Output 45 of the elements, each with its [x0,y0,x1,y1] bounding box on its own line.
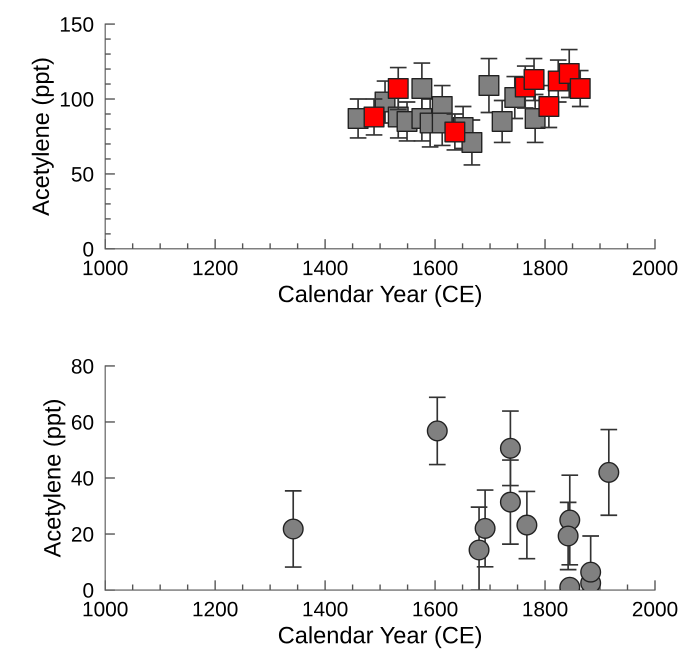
x-tick-label: 2000 [632,602,678,616]
x-tick-label: 1000 [84,602,128,616]
point [516,514,538,536]
point [492,110,513,132]
x-tick-label: 1400 [304,260,348,276]
point [468,539,490,561]
point [282,518,304,540]
point [580,562,602,583]
point [474,518,496,539]
x-axis-title: Calendar Year (CE) [278,626,482,648]
y-tick-label: 0 [83,242,94,257]
point [500,438,521,459]
point [444,121,466,142]
point [500,492,521,513]
point [524,69,545,90]
point [411,78,432,100]
x-tick-label: 1800 [523,260,568,276]
y-tick-label: 20 [72,527,94,542]
x-tick-label: 1800 [523,602,568,616]
x-tick-label: 1000 [84,260,128,276]
x-axis-title: Calendar Year (CE) [278,284,482,307]
y-tick-label: 150 [60,17,94,32]
y-tick-label: 60 [72,414,94,430]
point [538,96,560,118]
x-tick-label: 2000 [632,260,678,276]
x-tick-label: 1200 [194,602,238,616]
y-tick-label: 100 [60,92,94,107]
y-tick-label: 50 [72,166,94,182]
x-tick-label: 1600 [413,602,458,616]
x-tick-label: 1400 [304,602,348,616]
x-tick-label: 1200 [194,260,238,276]
point [558,525,579,547]
point [598,462,620,483]
point [388,78,409,100]
y-axis-title: Acetylene (ppt) [32,58,54,216]
x-tick-label: 1600 [413,260,458,276]
point [364,106,385,128]
y-tick-label: 40 [71,471,94,486]
point [426,420,448,442]
point [570,78,591,100]
point [461,132,482,153]
y-tick-label: 80 [72,358,94,374]
point [478,75,500,96]
y-tick-label: 0 [83,583,94,598]
y-axis-title: Acetylene (ppt) [43,400,66,558]
